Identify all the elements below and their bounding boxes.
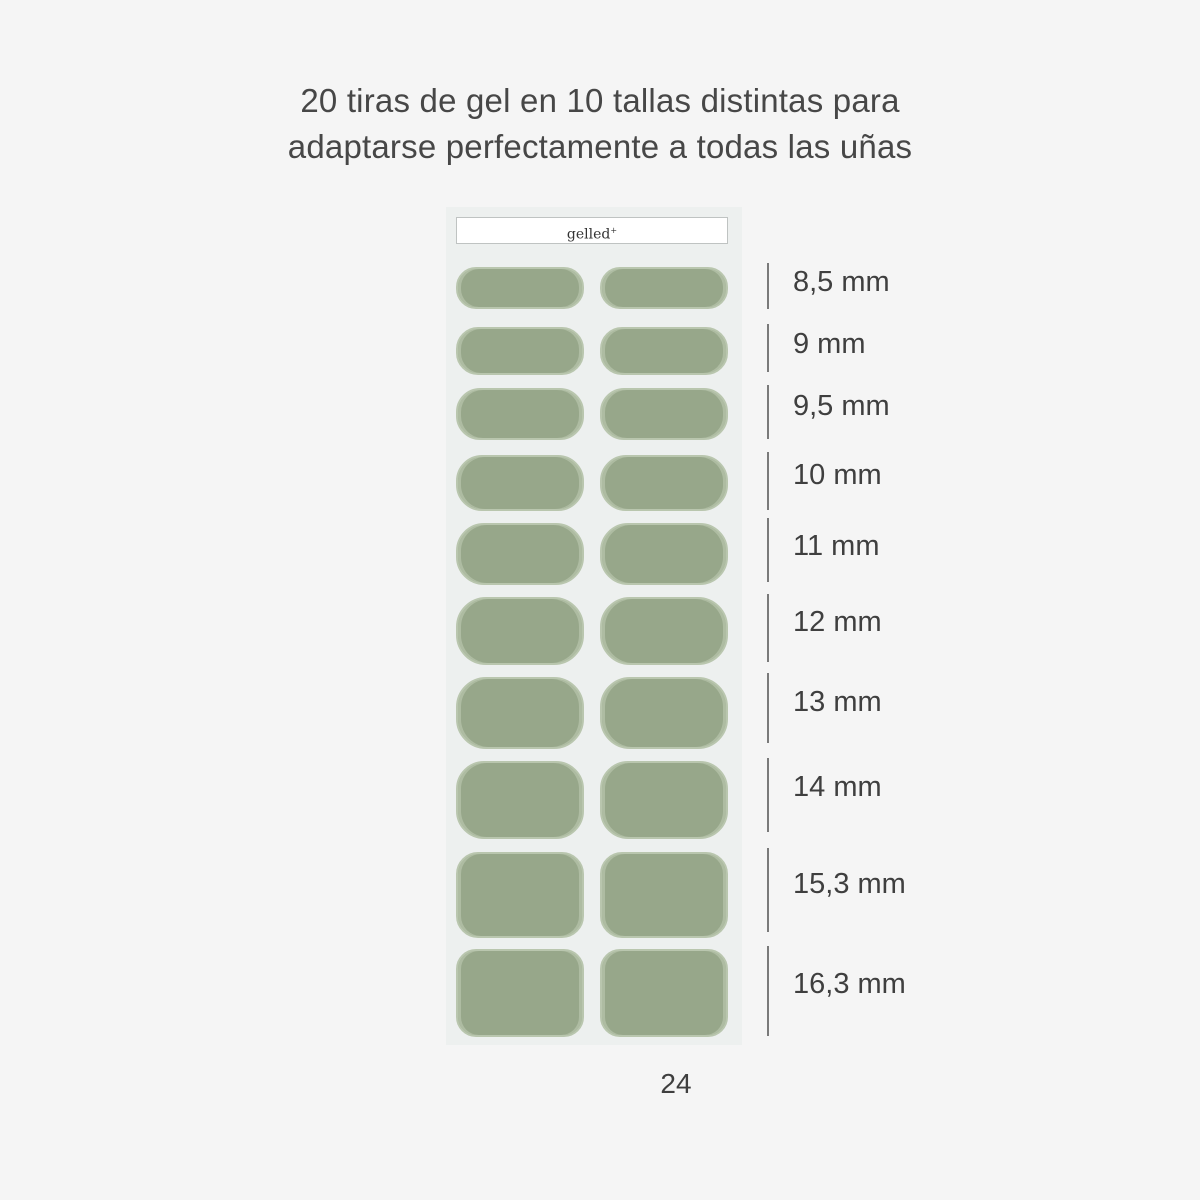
size-label: 15,3 mm <box>793 868 906 900</box>
size-tick <box>767 673 769 743</box>
gel-strip <box>600 267 728 309</box>
size-tick <box>767 324 769 372</box>
gel-strip <box>456 327 584 375</box>
gel-strip <box>600 761 728 839</box>
gel-strip <box>456 677 584 749</box>
headline-line-1: 20 tiras de gel en 10 tallas distintas p… <box>300 82 900 119</box>
size-label: 9,5 mm <box>793 390 890 422</box>
gel-strip <box>600 388 728 440</box>
size-tick <box>767 452 769 510</box>
size-tick <box>767 946 769 1036</box>
page-number: 24 <box>660 1068 692 1099</box>
size-label: 10 mm <box>793 459 882 491</box>
gel-strip <box>600 455 728 511</box>
size-label: 13 mm <box>793 686 882 718</box>
gel-strip <box>456 523 584 585</box>
size-tick <box>767 848 769 932</box>
brand-mark: + <box>610 226 618 235</box>
gel-strip <box>600 949 728 1037</box>
brand-label: gelled+ <box>456 217 728 244</box>
gel-strip <box>456 597 584 665</box>
gel-strip <box>456 949 584 1037</box>
gel-strip <box>600 523 728 585</box>
size-label: 16,3 mm <box>793 968 906 1000</box>
gel-strip <box>456 388 584 440</box>
gel-strip <box>600 597 728 665</box>
gel-strip <box>600 677 728 749</box>
brand-name: gelled <box>566 226 611 243</box>
gel-strip <box>456 455 584 511</box>
gel-strip <box>456 761 584 839</box>
size-label: 9 mm <box>793 328 866 360</box>
headline: 20 tiras de gel en 10 tallas distintas p… <box>0 78 1200 170</box>
size-label: 12 mm <box>793 606 882 638</box>
size-label: 11 mm <box>793 530 880 562</box>
gel-strip-sheet: gelled+ <box>446 207 742 1045</box>
headline-line-2: adaptarse perfectamente a todas las uñas <box>287 128 913 165</box>
gel-strip <box>456 852 584 938</box>
size-label: 14 mm <box>793 771 882 803</box>
size-tick <box>767 263 769 309</box>
size-tick <box>767 518 769 582</box>
gel-strip <box>600 852 728 938</box>
gel-strip <box>456 267 584 309</box>
size-tick <box>767 758 769 832</box>
gel-strip <box>600 327 728 375</box>
size-label: 8,5 mm <box>793 266 890 298</box>
size-tick <box>767 385 769 439</box>
size-tick <box>767 594 769 662</box>
